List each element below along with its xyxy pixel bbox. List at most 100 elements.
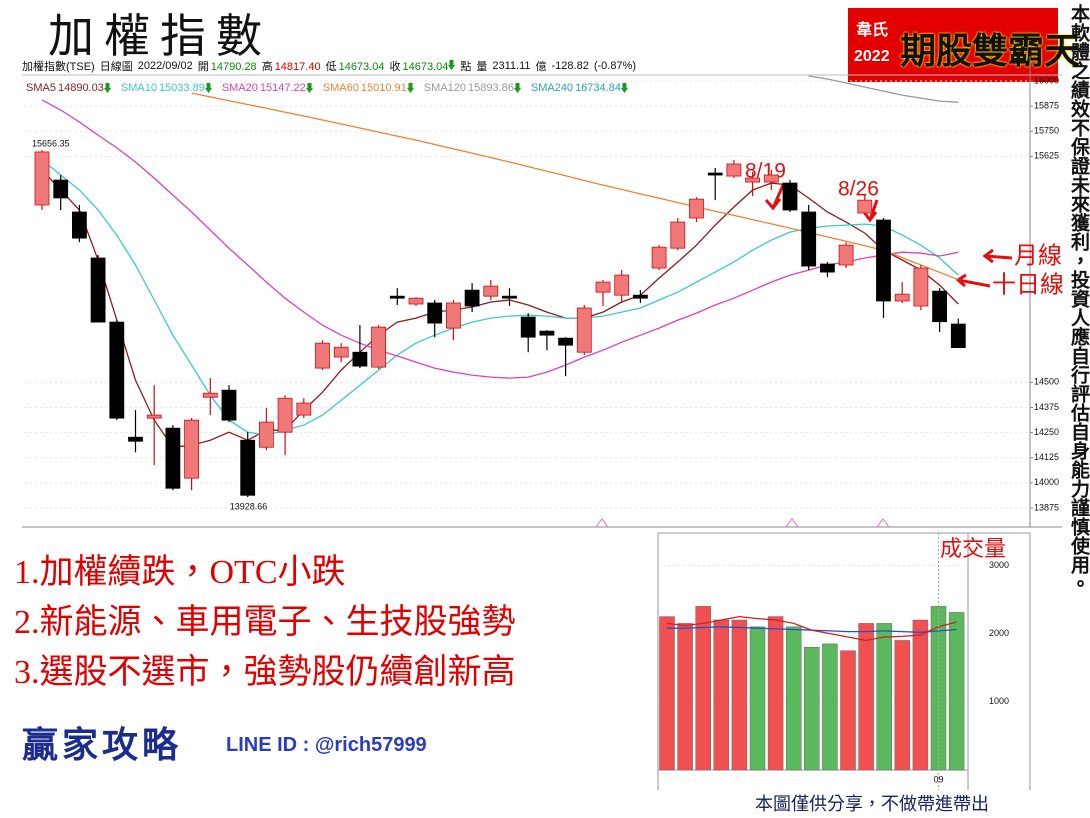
arrow: [764, 182, 786, 211]
down-arrow: [620, 83, 628, 93]
ma-line: [41, 169, 959, 448]
candle-body: [876, 219, 891, 302]
quote-value: 14790.28: [210, 61, 257, 73]
candle-body: [128, 436, 143, 442]
volume-ma-line: [666, 615, 957, 642]
arrow-shape: [204, 83, 212, 93]
legend-item: SMA10 15033.89: [121, 82, 212, 94]
y-tick-label: 1000: [989, 696, 1009, 706]
candle-body: [838, 244, 854, 266]
candle-body: [333, 346, 349, 358]
candle-body: [352, 351, 368, 367]
candle-body: [689, 198, 704, 219]
annotation-group: 8/19 8/26: [745, 160, 879, 201]
candle-body: [427, 302, 443, 324]
volume-value: 2311.11: [492, 60, 531, 72]
brand-box: 韋氏 2022 期股雙霸天: [848, 8, 1080, 82]
volume-bar: [948, 612, 965, 771]
candle-body: [445, 302, 461, 329]
legend-value: 14890.03: [57, 82, 104, 94]
ma-line: [808, 75, 959, 103]
arrow-shape: [103, 83, 111, 93]
share-note: 本圖僅供分享，不做帶進帶出: [755, 794, 989, 814]
y-tick-label: 15875: [1034, 101, 1059, 111]
y-tick-label: 14000: [1034, 477, 1059, 487]
quote-item: 開 14790.28: [198, 58, 257, 74]
arrow-shape: [406, 83, 414, 93]
candle-body: [371, 326, 387, 368]
symbol: 加權指數(TSE): [22, 61, 95, 73]
volume-bar: [804, 647, 820, 771]
candle-body: [820, 263, 835, 273]
legend-value: 15147.22: [259, 82, 306, 94]
data-label: 13928.66: [230, 502, 268, 512]
quote-value: 14673.04: [338, 61, 385, 73]
candle-body: [502, 295, 517, 299]
ma-line: [41, 99, 959, 379]
candle-body: [72, 211, 87, 239]
quote-item: 收 14673.04: [389, 58, 456, 74]
quote-item: 高 14817.40: [262, 58, 321, 74]
unit: 點: [460, 61, 472, 73]
arrow-shape: [620, 83, 628, 93]
y-tick-label: 16000: [1034, 75, 1059, 85]
candle-body: [464, 289, 480, 307]
candle-body: [277, 397, 293, 433]
legend-item: SMA5 14890.03: [26, 82, 111, 94]
down-arrow: [513, 83, 521, 93]
volume-bar: [822, 643, 838, 771]
disclaimer: 本軟體之績效不保證未來獲利，投資人應自行評估自身能力謹慎使用。: [1068, 4, 1089, 593]
legend-item: SMA240 16734.84: [531, 82, 628, 94]
candle-body: [389, 295, 405, 299]
volume-bar: [659, 616, 675, 771]
candle-body: [745, 177, 760, 183]
legend-value: 15893.86: [467, 82, 514, 94]
arrow: [955, 273, 991, 288]
candle-body: [576, 307, 592, 353]
quote-value: 14817.40: [274, 61, 321, 73]
candle-body: [558, 337, 573, 346]
annotation: 8/26: [838, 178, 879, 201]
legend-name: SMA240: [530, 82, 574, 94]
candle-body: [258, 421, 274, 448]
volume-bar: [912, 619, 929, 771]
quote-label: 開: [197, 61, 209, 73]
y-tick-label: 15750: [1034, 126, 1059, 136]
volume-bar: [749, 626, 766, 771]
brand-product: 期股雙霸天: [900, 30, 1081, 71]
annotation: 十日線: [992, 272, 1064, 299]
legend-item: SMA120 15893.86: [424, 82, 521, 94]
candle-body: [801, 211, 817, 267]
candle-body: [296, 402, 312, 416]
candle-body: [651, 246, 667, 269]
brand-name: 韋氏: [856, 22, 889, 39]
candle-body: [633, 294, 648, 299]
legend-name: SMA120: [423, 82, 466, 94]
arrow: [862, 199, 879, 223]
volume-bar: [677, 623, 693, 771]
quote-item: 低 14673.04: [326, 58, 385, 74]
annotation: 月線: [1014, 243, 1062, 270]
candle-body: [315, 342, 330, 369]
candle-body: [763, 174, 779, 183]
arrow: [982, 248, 1013, 264]
arrow-shape: [305, 83, 313, 93]
candle-body: [184, 419, 200, 479]
data-label: 15656.35: [32, 138, 70, 148]
y-tick-label: 14125: [1034, 452, 1059, 462]
down-arrow: [305, 83, 313, 93]
candle-body: [913, 267, 929, 307]
quote-label: 收: [389, 61, 401, 73]
legend-value: 15010.91: [360, 82, 407, 94]
candle-body: [34, 151, 50, 206]
note: 1.加權續跌，OTC小跌: [14, 554, 346, 591]
quote-value: 14673.04: [402, 61, 449, 73]
arrow-shape: [513, 83, 521, 93]
volume-bar: [876, 623, 892, 771]
x-tick-label: 09: [933, 774, 943, 784]
annotation-group: 月線 十日線: [992, 243, 1064, 299]
volume-label: 量: [476, 61, 488, 73]
y-tick-label: 15625: [1034, 151, 1059, 161]
marker: [595, 518, 890, 528]
legend-name: SMA5: [26, 82, 56, 94]
